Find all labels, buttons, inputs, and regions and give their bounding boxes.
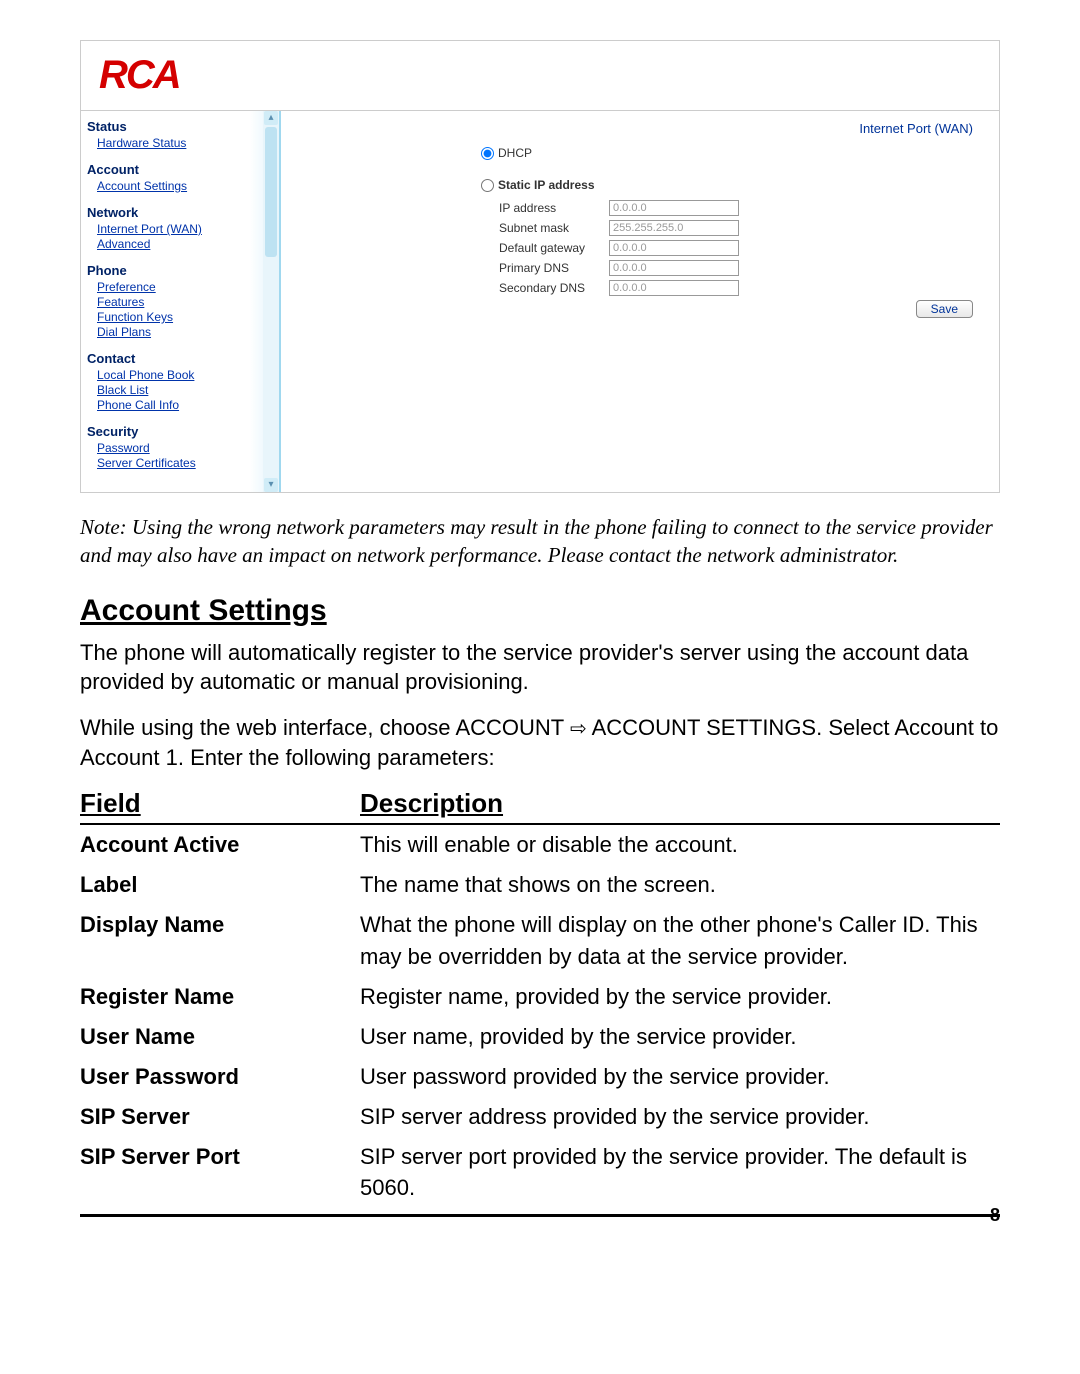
page-number: 8 [80, 1205, 1000, 1226]
field-label: Primary DNS [499, 261, 609, 275]
nav-link[interactable]: Server Certificates [97, 456, 273, 470]
table-row: SIP ServerSIP server address provided by… [80, 1097, 1000, 1137]
field-name-cell: User Name [80, 1017, 360, 1057]
scroll-down-icon[interactable]: ▾ [264, 478, 278, 492]
dhcp-label: DHCP [498, 146, 532, 160]
scrollbar-thumb[interactable] [265, 127, 277, 257]
field-label: Default gateway [499, 241, 609, 255]
field-name-cell: SIP Server [80, 1097, 360, 1137]
nav-section-title: Phone [87, 263, 273, 278]
scroll-up-icon[interactable]: ▴ [264, 111, 278, 125]
table-row: Display NameWhat the phone will display … [80, 905, 1000, 977]
table-row: Account ActiveThis will enable or disabl… [80, 824, 1000, 865]
scrollbar[interactable]: ▴ ▾ [263, 111, 279, 492]
config-screenshot: RCA ▴ ▾ Status Hardware Status Account Acco… [80, 40, 1000, 493]
nav-link[interactable]: Account Settings [97, 179, 273, 193]
paragraph-2: While using the web interface, choose AC… [80, 713, 1000, 772]
field-label: IP address [499, 201, 609, 215]
arrow-icon: ⇨ [570, 716, 587, 743]
content-area: Internet Port (WAN) DHCP Static IP addre… [281, 111, 999, 492]
field-input[interactable] [609, 220, 739, 236]
field-name-cell: Register Name [80, 977, 360, 1017]
field-desc-cell: User name, provided by the service provi… [360, 1017, 1000, 1057]
sidebar: ▴ ▾ Status Hardware Status Account Account … [81, 111, 281, 492]
nav-link[interactable]: Phone Call Info [97, 398, 273, 412]
nav-link[interactable]: Function Keys [97, 310, 273, 324]
nav-link[interactable]: Features [97, 295, 273, 309]
field-input[interactable] [609, 240, 739, 256]
paragraph-1: The phone will automatically register to… [80, 638, 1000, 697]
field-description-table: Field Description Account ActiveThis wil… [80, 788, 1000, 1208]
field-input[interactable] [609, 280, 739, 296]
table-row: Register NameRegister name, provided by … [80, 977, 1000, 1017]
nav-link[interactable]: Password [97, 441, 273, 455]
table-header-desc: Description [360, 788, 1000, 824]
table-header-field: Field [80, 788, 360, 824]
field-desc-cell: What the phone will display on the other… [360, 905, 1000, 977]
field-desc-cell: SIP server port provided by the service … [360, 1137, 1000, 1209]
nav-link[interactable]: Dial Plans [97, 325, 273, 339]
dhcp-radio[interactable] [481, 147, 494, 160]
nav-link[interactable]: Advanced [97, 237, 273, 251]
field-label: Subnet mask [499, 221, 609, 235]
table-row: User NameUser name, provided by the serv… [80, 1017, 1000, 1057]
field-input[interactable] [609, 200, 739, 216]
table-row: LabelThe name that shows on the screen. [80, 865, 1000, 905]
field-name-cell: Account Active [80, 824, 360, 865]
table-row: User PasswordUser password provided by t… [80, 1057, 1000, 1097]
field-name-cell: User Password [80, 1057, 360, 1097]
field-name-cell: Label [80, 865, 360, 905]
section-title: Account Settings [80, 594, 1000, 628]
static-ip-radio[interactable] [481, 179, 494, 192]
field-desc-cell: Register name, provided by the service p… [360, 977, 1000, 1017]
screenshot-header: RCA [81, 41, 999, 111]
field-desc-cell: User password provided by the service pr… [360, 1057, 1000, 1097]
field-desc-cell: This will enable or disable the account. [360, 824, 1000, 865]
nav-section-title: Security [87, 424, 273, 439]
nav-link[interactable]: Hardware Status [97, 136, 273, 150]
nav-link[interactable]: Internet Port (WAN) [97, 222, 273, 236]
nav-section-title: Network [87, 205, 273, 220]
field-name-cell: Display Name [80, 905, 360, 977]
field-desc-cell: SIP server address provided by the servi… [360, 1097, 1000, 1137]
nav-link[interactable]: Local Phone Book [97, 368, 273, 382]
nav-section-title: Status [87, 119, 273, 134]
field-label: Secondary DNS [499, 281, 609, 295]
save-button[interactable]: Save [916, 300, 973, 318]
table-row: SIP Server PortSIP server port provided … [80, 1137, 1000, 1209]
nav-section-title: Account [87, 162, 273, 177]
page-title: Internet Port (WAN) [301, 121, 979, 136]
static-ip-label: Static IP address [498, 178, 595, 192]
field-input[interactable] [609, 260, 739, 276]
nav-section-title: Contact [87, 351, 273, 366]
nav-link[interactable]: Black List [97, 383, 273, 397]
note-text: Note: Using the wrong network parameters… [80, 513, 1000, 570]
field-name-cell: SIP Server Port [80, 1137, 360, 1209]
nav-link[interactable]: Preference [97, 280, 273, 294]
field-desc-cell: The name that shows on the screen. [360, 865, 1000, 905]
rca-logo: RCA [91, 49, 188, 102]
